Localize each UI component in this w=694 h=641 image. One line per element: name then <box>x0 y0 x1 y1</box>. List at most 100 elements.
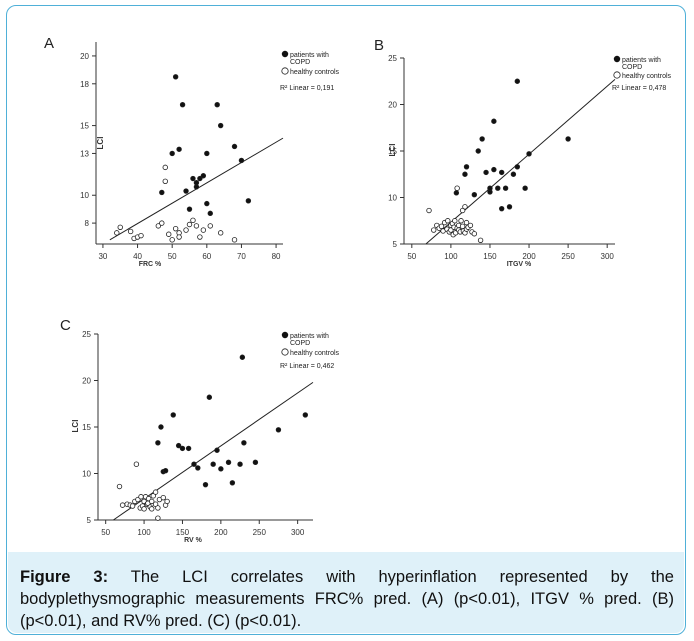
data-point-patient <box>302 412 309 418</box>
data-point-patient <box>183 188 189 194</box>
data-point-patient <box>565 136 571 142</box>
data-point-patient <box>195 465 201 471</box>
x-tick-label: 50 <box>168 252 177 261</box>
y-axis-label: LCI <box>388 144 397 157</box>
legend-label-patients: patients with <box>290 52 329 59</box>
data-point-control <box>190 217 196 224</box>
data-point-patient <box>514 164 521 170</box>
r-squared-annotation: R² Linear = 0,462 <box>280 363 334 370</box>
data-point-control <box>138 232 144 239</box>
data-point-patient <box>172 74 179 80</box>
data-point-control <box>152 489 159 495</box>
data-point-patient <box>159 189 165 196</box>
x-tick-label: 60 <box>202 252 211 261</box>
x-axis-label: RV % <box>184 537 203 544</box>
data-point-control <box>141 506 147 512</box>
data-point-control <box>176 234 182 240</box>
y-tick-label: 13 <box>80 149 89 158</box>
data-point-control <box>117 224 123 230</box>
data-point-control <box>471 231 478 237</box>
data-point-control <box>138 494 144 500</box>
data-point-control <box>426 207 432 214</box>
data-point-control <box>149 506 155 512</box>
data-point-patient <box>241 440 247 446</box>
data-point-patient <box>190 175 196 182</box>
legend-marker-filled <box>281 331 289 339</box>
r-squared-annotation: R² Linear = 0,191 <box>280 85 334 92</box>
data-point-control <box>114 230 120 236</box>
data-point-control <box>459 207 466 214</box>
caption-box: Figure 3: The LCI correlates with hyperi… <box>8 552 684 633</box>
data-point-control <box>207 223 213 229</box>
x-tick-label: 50 <box>407 252 416 261</box>
y-tick-label: 18 <box>80 80 89 89</box>
data-point-control <box>217 230 224 236</box>
data-point-patient <box>471 192 478 198</box>
data-point-patient <box>202 481 209 488</box>
data-point-control <box>149 498 155 505</box>
data-point-patient <box>214 447 220 453</box>
legend-label-controls: healthy controls <box>290 350 340 357</box>
data-point-control <box>200 227 207 233</box>
data-point-patient <box>218 466 224 472</box>
x-tick-label: 40 <box>133 252 142 261</box>
x-tick-label: 50 <box>101 528 110 537</box>
data-point-patient <box>522 185 528 191</box>
legend-label-patients: COPD <box>290 340 310 347</box>
data-point-patient <box>479 136 485 142</box>
data-point-patient <box>179 101 186 108</box>
data-point-patient <box>200 173 207 179</box>
x-tick-label: 250 <box>561 252 575 261</box>
regression-line <box>425 79 616 245</box>
data-point-control <box>152 501 159 507</box>
data-point-control <box>454 185 460 191</box>
y-tick-label: 10 <box>80 191 89 200</box>
data-point-patient <box>158 424 164 430</box>
data-point-patient <box>176 146 182 152</box>
data-point-control <box>467 222 474 229</box>
data-point-patient <box>502 185 509 191</box>
data-point-control <box>162 164 168 171</box>
x-tick-label: 100 <box>444 252 458 261</box>
x-tick-label: 150 <box>483 252 497 261</box>
y-tick-label: 15 <box>82 423 91 432</box>
y-tick-label: 25 <box>82 330 91 339</box>
data-point-control <box>155 223 162 229</box>
legend-label-controls: healthy controls <box>622 73 672 80</box>
data-point-control <box>193 223 200 229</box>
x-tick-label: 150 <box>176 528 190 537</box>
data-point-control <box>159 220 165 226</box>
data-point-control <box>462 204 468 210</box>
data-point-patient <box>185 445 192 452</box>
data-point-patient <box>217 122 224 129</box>
legend-marker-filled <box>613 55 621 63</box>
y-tick-label: 5 <box>87 516 92 525</box>
legend-label-patients: COPD <box>290 59 310 66</box>
data-point-patient <box>463 164 470 170</box>
legend-label-patients: patients with <box>290 333 329 340</box>
data-point-patient <box>193 180 200 186</box>
y-axis-label: LCI <box>71 420 80 433</box>
data-point-control <box>119 502 126 508</box>
data-point-control <box>430 227 437 233</box>
data-point-patient <box>483 169 489 176</box>
data-point-control <box>133 461 140 467</box>
data-point-control <box>197 234 203 240</box>
legend-label-controls: healthy controls <box>290 69 340 76</box>
figure-caption: Figure 3: The LCI correlates with hyperi… <box>20 566 674 632</box>
figure-frame <box>6 5 686 635</box>
y-tick-label: 25 <box>388 54 397 63</box>
x-tick-label: 250 <box>253 528 267 537</box>
data-point-patient <box>498 205 505 212</box>
data-point-patient <box>495 185 501 191</box>
x-tick-label: 30 <box>98 252 107 261</box>
legend-marker-open <box>281 348 289 356</box>
x-tick-label: 200 <box>522 252 536 261</box>
data-point-patient <box>491 118 497 124</box>
data-point-patient <box>210 461 216 467</box>
data-point-control <box>155 505 161 511</box>
data-point-patient <box>506 204 513 210</box>
data-point-patient <box>191 461 197 467</box>
